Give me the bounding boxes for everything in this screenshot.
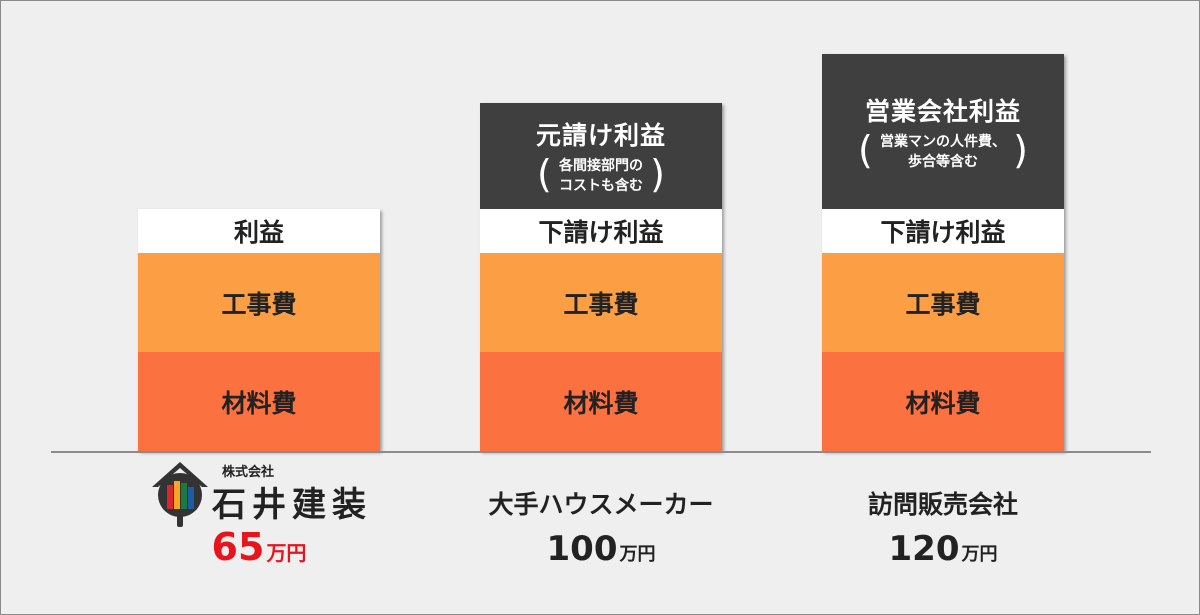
- price-value: 100: [546, 529, 618, 569]
- price-door-to-door: 120 万円: [793, 529, 1093, 569]
- segment-profit: 利益: [138, 209, 380, 253]
- segment-label: 材料費: [905, 388, 981, 418]
- price-unit: 万円: [961, 544, 998, 565]
- segment-prime-contractor-profit: 元請け利益 ( 各間接部門の コストも含む ): [480, 103, 722, 209]
- segment-label: 工事費: [905, 289, 981, 319]
- segment-note: ( 営業マンの人件費、 歩合等含む ): [858, 127, 1028, 172]
- category-label-door-to-door: 訪問販売会社: [867, 490, 1018, 519]
- category-label-house-maker: 大手ハウスメーカー: [488, 490, 714, 519]
- company-name: 石井建装: [212, 485, 372, 525]
- house-paint-icon: [152, 462, 208, 527]
- segment-label: 下請け利益: [880, 218, 1006, 247]
- segment-construction: 工事費: [822, 253, 1064, 352]
- segment-title: 元請け利益: [535, 121, 666, 150]
- segment-material: 材料費: [822, 352, 1064, 451]
- segment-label: 下請け利益: [538, 218, 664, 247]
- price-value: 120: [888, 529, 960, 569]
- company-logo: 株式会社 石井建装: [149, 459, 379, 531]
- segment-label: 工事費: [221, 289, 297, 319]
- note-line: 営業マンの人件費、: [880, 133, 1006, 150]
- price-unit: 万円: [619, 544, 656, 565]
- segment-construction: 工事費: [138, 253, 380, 352]
- segment-label: 材料費: [221, 388, 297, 418]
- price-value: 65: [211, 525, 265, 569]
- segment-material: 材料費: [138, 352, 380, 451]
- note-line: 歩合等含む: [908, 153, 978, 170]
- bar-ishii: 利益 工事費 材料費: [138, 209, 380, 451]
- segment-subcontractor-profit: 下請け利益: [822, 209, 1064, 253]
- segment-label: 工事費: [563, 289, 639, 319]
- paren-left-icon: (: [858, 127, 873, 172]
- segment-label: 利益: [233, 218, 284, 247]
- segment-material: 材料費: [480, 352, 722, 451]
- note-line: コストも含む: [559, 178, 643, 194]
- segment-label: 材料費: [563, 388, 639, 418]
- segment-note: ( 各間接部門の コストも含む ): [537, 152, 665, 196]
- price-house-maker: 100 万円: [451, 529, 751, 569]
- price-unit: 万円: [266, 541, 307, 565]
- x-axis-baseline: [51, 451, 1151, 453]
- price-ishii: 65 万円: [109, 525, 409, 569]
- note-line: 各間接部門の: [559, 158, 643, 174]
- segment-sales-company-profit: 営業会社利益 ( 営業マンの人件費、 歩合等含む ): [822, 54, 1064, 209]
- paren-left-icon: (: [537, 152, 552, 196]
- segment-construction: 工事費: [480, 253, 722, 352]
- paren-right-icon: ): [1013, 127, 1028, 172]
- company-prefix: 株式会社: [222, 465, 275, 480]
- segment-subcontractor-profit: 下請け利益: [480, 209, 722, 253]
- paren-right-icon: ): [650, 152, 665, 196]
- segment-title: 営業会社利益: [864, 96, 1021, 126]
- bar-house-maker: 元請け利益 ( 各間接部門の コストも含む ) 下請け利益 工事費 材料費: [480, 103, 722, 451]
- bar-door-to-door: 営業会社利益 ( 営業マンの人件費、 歩合等含む ) 下請け利益 工事費 材料費: [822, 54, 1064, 451]
